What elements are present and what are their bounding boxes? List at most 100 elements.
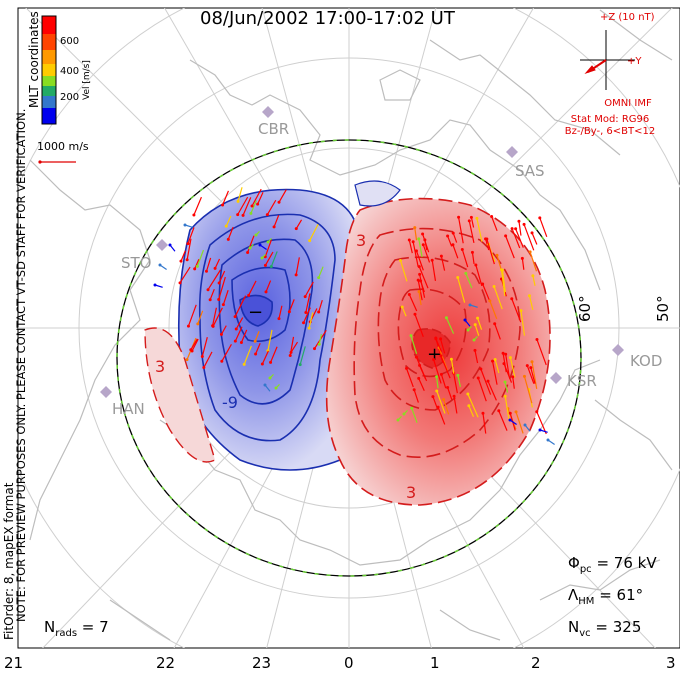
velocity-vector-origin [418, 363, 422, 367]
velocity-vector-origin [431, 395, 435, 399]
velocity-vector-origin [519, 309, 523, 313]
velocity-vector [415, 250, 424, 271]
velocity-vector-origin [308, 239, 312, 243]
velocity-vector [235, 317, 244, 330]
velocity-vector [237, 196, 249, 215]
velocity-vector-origin [202, 366, 206, 370]
velocity-vectors [153, 187, 555, 446]
velocity-vector-origin [432, 357, 436, 361]
velocity-vector [270, 251, 278, 267]
velocity-vector [505, 354, 510, 378]
stat-lambda-hm: ΛHM = 61° [568, 586, 643, 607]
velocity-vector-origin [469, 215, 473, 219]
velocity-vector-origin [528, 250, 532, 254]
stat-phi-pc: Φpc = 76 kV [568, 554, 657, 575]
imf-model: Stat Mod: RG96 [570, 114, 650, 125]
velocity-vector [278, 189, 287, 203]
velocity-vector-origin [486, 379, 490, 383]
velocity-vector-origin [472, 338, 476, 342]
velocity-vector-origin [530, 231, 534, 235]
velocity-vector [474, 324, 480, 336]
velocity-vector-origin [417, 376, 421, 380]
velocity-vector [305, 293, 311, 313]
velocity-vector [295, 257, 300, 275]
velocity-vector [414, 314, 424, 338]
velocity-vector [493, 286, 503, 310]
velocity-vector-origin [412, 388, 416, 392]
velocity-vector [405, 368, 414, 388]
velocity-vector [521, 258, 525, 270]
site-kod: KOD [630, 352, 663, 370]
velocity-vector-origin [476, 316, 480, 320]
velocity-vector [452, 232, 458, 243]
velocity-vector-origin [525, 364, 529, 368]
velocity-vector-origin [413, 312, 417, 316]
velocity-vector [227, 226, 234, 240]
velocity-vector [440, 255, 446, 271]
velocity-vector [248, 280, 257, 296]
velocity-vector [523, 224, 535, 251]
velocity-vector-origin [236, 213, 240, 217]
velocity-vector-origin [410, 406, 414, 410]
mlt-label-0: 0 [344, 654, 354, 672]
velocity-vector [264, 251, 274, 266]
morning-cell [354, 180, 401, 207]
velocity-vector-origin [451, 231, 455, 235]
velocity-vector-origin [266, 240, 270, 244]
coastlines [29, 9, 673, 641]
velocity-vector-origin [474, 263, 478, 267]
velocity-vector-origin [200, 354, 204, 358]
velocity-vector-origin [530, 360, 534, 364]
colorbar-tick-200: 200 [60, 92, 80, 103]
map-title: 08/Jun/2002 17:00-17:02 UT [200, 8, 455, 29]
velocity-vector-origin [493, 357, 497, 361]
velocity-vector [288, 299, 295, 312]
velocity-vector [474, 350, 479, 364]
velocity-vector [450, 359, 455, 374]
velocity-vector-origin [396, 418, 400, 422]
velocity-vector-origin [274, 386, 278, 390]
velocity-vector [453, 373, 458, 394]
velocity-vector-origin [495, 253, 499, 257]
velocity-vector [435, 338, 443, 352]
velocity-vector-origin [241, 213, 245, 217]
velocity-vector-origin [510, 297, 514, 301]
velocity-vector-origin [449, 357, 453, 361]
velocity-vector-origin [467, 404, 471, 408]
velocity-vector-origin [527, 294, 531, 298]
velocity-vector-origin [405, 366, 409, 370]
velocity-vector-origin [179, 259, 183, 263]
velocity-vector [234, 326, 243, 342]
velocity-vector [220, 325, 227, 335]
velocity-vector [501, 270, 506, 293]
velocity-vector-origin [475, 216, 479, 220]
velocity-vector-origin [504, 234, 508, 238]
velocity-vector [240, 329, 248, 343]
velocity-vector [212, 307, 217, 326]
velocity-vector-origin [508, 418, 512, 422]
svg-text:−: − [248, 302, 263, 323]
velocity-vector [468, 220, 475, 243]
velocity-vector [264, 239, 272, 257]
stat-nrads-symbol: N [44, 618, 56, 636]
velocity-vector [411, 407, 418, 423]
stat-nrads-value: = 7 [77, 618, 109, 636]
velocity-vector [419, 274, 426, 298]
mlt-label-22: 22 [156, 654, 176, 672]
velocity-vector-origin [538, 216, 542, 220]
velocity-vector [439, 338, 446, 354]
velocity-vector-origin [277, 317, 281, 321]
velocity-vector [302, 307, 311, 323]
velocity-vector-origin [493, 322, 497, 326]
velocity-vector-origin [416, 278, 420, 282]
velocity-vector-origin [253, 339, 257, 343]
velocity-vector-origin [470, 250, 474, 254]
stat-nrads-sub: rads [55, 628, 78, 639]
velocity-vector [412, 241, 419, 268]
velocity-vector [194, 259, 200, 270]
site-sto: STO [121, 254, 152, 272]
velocity-vector-origin [414, 355, 418, 359]
velocity-vector-origin [168, 243, 172, 247]
velocity-vector [531, 232, 538, 245]
velocity-vector [265, 280, 272, 293]
